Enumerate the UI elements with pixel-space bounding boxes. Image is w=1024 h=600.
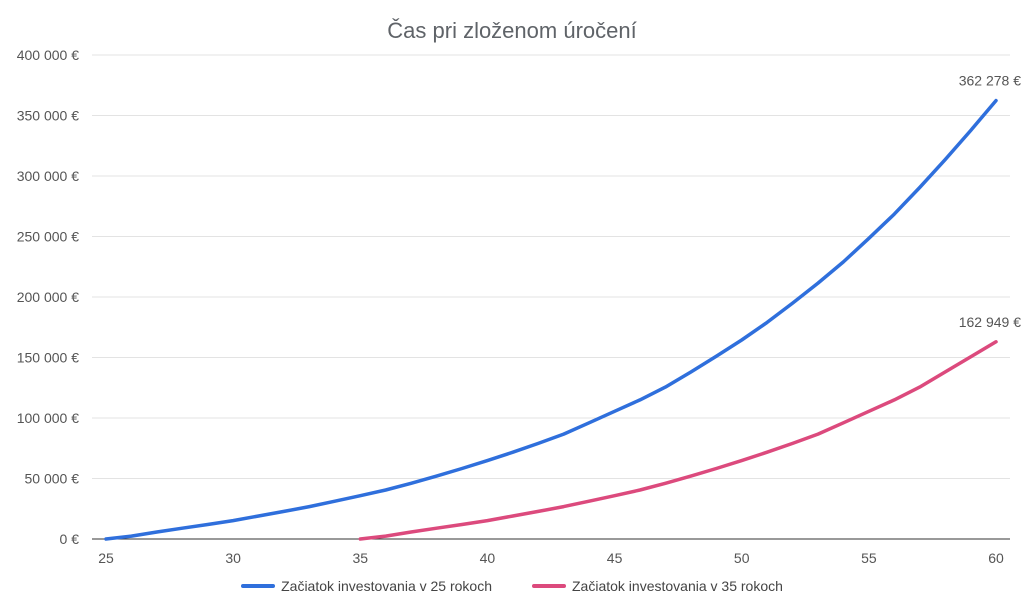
gridlines [92,54,1010,540]
x-tick-label: 25 [98,550,114,566]
x-tick-label: 55 [861,550,877,566]
end-value-label-series-1: 362 278 € [959,73,1021,89]
y-tick-label: 200 000 € [17,289,79,305]
axis-ticks: 0 € 50 000 € 100 000 € 150 000 € 200 000 € 25… [17,47,1004,566]
legend-label-series-1: Začiatok investovania v 25 rokoch [281,578,492,594]
y-tick-label: 400 000 € [17,47,79,63]
legend-item-series-2[interactable]: Začiatok investovania v 35 rokoch [532,578,783,594]
data-labels: 362 278 € 162 949 € [959,73,1021,330]
y-tick-label: 50 000 € [25,471,80,487]
x-tick-label: 40 [480,550,496,566]
series-line-2 [358,340,998,541]
y-tick-label: 100 000 € [17,410,79,426]
y-tick-label: 0 € [60,531,80,547]
legend: Začiatok investovania v 25 rokoch Začiat… [0,578,1024,594]
series-lines [104,98,998,541]
end-value-label-series-2: 162 949 € [959,314,1021,330]
x-tick-label: 60 [988,550,1004,566]
y-tick-label: 250 000 € [17,229,79,245]
legend-label-series-2: Začiatok investovania v 35 rokoch [572,578,783,594]
chart-title: Čas pri zloženom úročení [387,18,637,43]
x-tick-label: 45 [607,550,623,566]
y-tick-label: 300 000 € [17,168,79,184]
y-tick-label: 150 000 € [17,350,79,366]
legend-item-series-1[interactable]: Začiatok investovania v 25 rokoch [241,578,492,594]
legend-swatch-series-2 [532,584,566,588]
series-line-1 [104,98,998,541]
x-tick-label: 30 [225,550,241,566]
x-tick-label: 35 [352,550,368,566]
x-tick-label: 50 [734,550,750,566]
legend-swatch-series-1 [241,584,276,588]
y-tick-label: 350 000 € [17,108,79,124]
